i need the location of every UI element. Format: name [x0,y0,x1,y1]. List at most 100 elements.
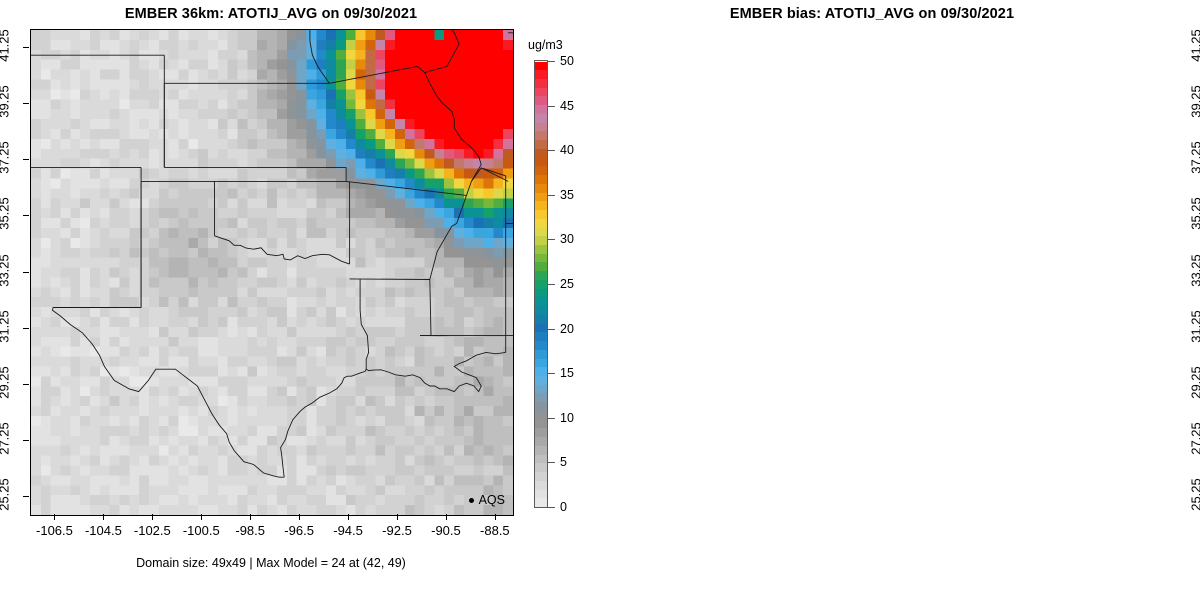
y-axis-tick-label: 33.25 [1188,253,1200,287]
colorbar-tick-label: 20 [560,321,574,336]
state-boundaries-overlay [31,30,513,515]
colorbar-band [535,175,547,184]
colorbar-tick-label: 35 [560,187,574,202]
y-axis-tick [23,439,29,441]
x-axis-tick [250,514,252,520]
colorbar-band [535,79,547,88]
x-axis-tick-label: -96.5 [284,523,314,538]
x-axis-tick-label: -106.5 [36,523,73,538]
state-boundary-line [481,168,508,182]
y-axis-tick-label: 35.25 [1188,197,1200,231]
colorbar-band [535,244,547,254]
colorbar-band [535,166,547,176]
y-axis-tick [23,103,29,105]
colorbar-band [535,314,547,324]
y-axis-tick-label: 31.25 [0,309,12,343]
x-axis-tick-label: -90.5 [431,523,461,538]
aqs-marker-icon [468,497,474,503]
colorbar-tick [548,239,555,241]
colorbar-band [535,419,547,429]
y-axis-tick-label: 37.25 [1188,141,1200,175]
colorbar-band [535,227,547,237]
colorbar-band [535,402,547,411]
colorbar-band [535,87,547,97]
colorbar-unit-label: ug/m3 [528,38,563,52]
colorbar-band [535,70,547,80]
y-axis-tick-label: 33.25 [0,253,12,287]
concentration-raster [31,30,513,515]
colorbar-band [535,122,547,132]
colorbar-band [535,393,547,403]
y-axis-tick-label: 29.25 [1188,365,1200,399]
colorbar-band [535,306,547,315]
x-axis-tick-label: -104.5 [84,523,122,538]
colorbar-band [535,410,547,420]
x-axis-tick-label: -92.5 [382,523,412,538]
colorbar-tick-label: 10 [560,410,574,425]
y-axis-tick [23,383,29,385]
x-axis-tick [397,514,398,520]
aqs-legend-left: AQS [468,493,505,507]
colorbar-band [535,358,547,368]
colorbar-band [535,437,547,446]
colorbar-band [535,375,547,385]
x-axis-tick [299,514,301,520]
y-axis-tick [23,495,29,497]
colorbar-tick-label: 40 [560,143,574,158]
colorbar-band [535,332,547,342]
state-boundary-line [215,236,350,264]
y-axis-tick-label: 27.25 [1188,421,1200,455]
colorbar-band [535,96,547,106]
colorbar-tick-label: 5 [560,455,567,470]
colorbar-band [535,367,547,376]
x-axis-tick-label: -98.5 [235,523,265,538]
state-boundary-line [425,30,460,73]
colorbar-band [535,271,547,280]
colorbar-tick [548,328,555,330]
colorbar-tick-label: 45 [560,98,574,113]
colorbar-tick-label: 50 [560,54,574,68]
y-axis-tick-label: 41.25 [1188,29,1200,62]
x-axis-tick [103,514,105,520]
colorbar-band [535,445,547,455]
y-axis-tick-label: 39.25 [0,85,12,119]
colorbar-tick [548,61,555,62]
state-boundary-line [417,66,424,72]
colorbar-tick-label: 30 [560,232,574,247]
y-axis-tick-label: 25.25 [0,478,12,511]
colorbar-band [535,463,547,473]
colorbar-band [535,262,547,272]
colorbar-band [535,349,547,359]
x-axis-tick [201,514,203,520]
colorbar-band [535,218,547,228]
y-axis-tick [23,159,29,161]
colorbar-band [535,140,547,149]
colorbar-tick [548,507,555,508]
state-boundary-line [360,279,369,369]
colorbar-band [535,183,547,193]
colorbar-tick [548,194,555,196]
colorbar-band [535,148,547,158]
x-axis-tick-label: -102.5 [133,523,171,538]
colorbar-band [535,341,547,350]
colorbar-band [535,113,547,123]
y-axis-tick-label: 35.25 [0,197,12,231]
colorbar-band [535,323,547,333]
state-boundary-line [310,30,318,67]
y-axis-tick [23,327,29,329]
figure-caption: Domain size: 49x49 | Max Model = 24 at (… [136,556,406,570]
colorbar-band [535,428,547,438]
x-axis-tick [152,514,154,520]
state-boundary-line [53,308,285,478]
x-axis-tick-label: -88.5 [480,523,510,538]
panel-left-title: EMBER 36km: ATOTIJ_AVG on 09/30/2021 [124,6,418,22]
aqs-legend-label: AQS [478,493,505,507]
colorbar-band [535,210,547,219]
colorbar-band [535,253,547,263]
colorbar-band [535,157,547,167]
colorbar-band [535,472,547,481]
state-boundary-line [471,168,505,182]
colorbar-band [535,288,547,298]
y-axis-tick-label: 25.25 [1188,478,1200,511]
